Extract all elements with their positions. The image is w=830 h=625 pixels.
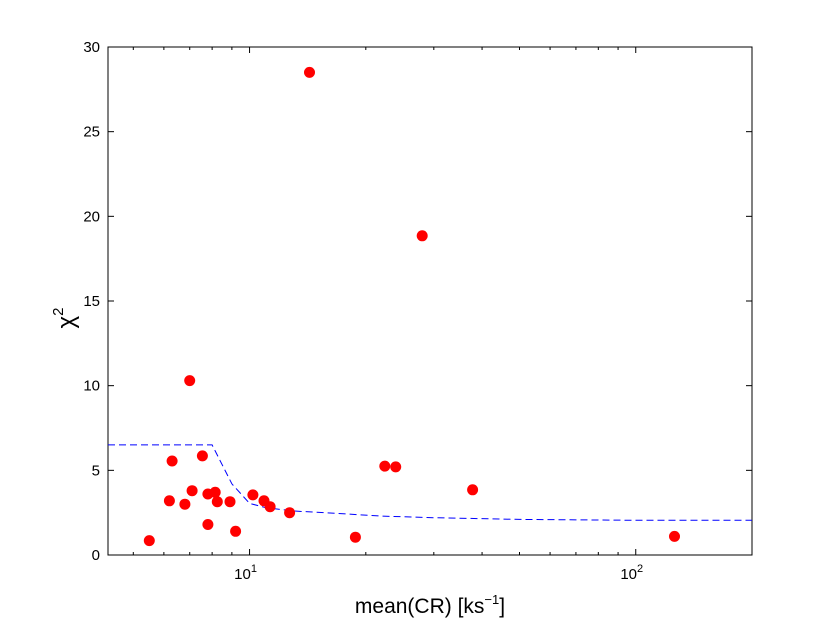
- data-point: [202, 519, 214, 530]
- y-tick-label: 20: [83, 208, 100, 225]
- data-point: [179, 498, 191, 510]
- data-point: [211, 496, 223, 508]
- y-tick-label: 30: [83, 39, 100, 56]
- axes-box: [107, 46, 753, 556]
- y-axis-label-exponent: 2: [50, 308, 67, 316]
- plot-area: [107, 46, 753, 556]
- data-point: [184, 375, 196, 387]
- data-point: [349, 531, 361, 543]
- data-point: [416, 230, 428, 242]
- data-point: [304, 66, 315, 78]
- y-tick-labels: 0 5 10 15 20 25 30: [83, 39, 100, 564]
- data-point: [230, 525, 242, 537]
- x-axis-label-exponent: −1: [484, 592, 499, 607]
- data-point: [467, 484, 479, 496]
- x-tick-label: 101: [234, 563, 257, 583]
- threshold-line: [108, 444, 752, 521]
- x-axis-label: mean(CR) [ks−1]: [355, 592, 505, 618]
- data-point: [224, 496, 236, 508]
- data-point: [264, 501, 276, 513]
- y-tick-label: 25: [83, 124, 100, 141]
- y-tick-label: 10: [83, 378, 100, 395]
- x-axis-label-close: ]: [499, 595, 505, 618]
- y-tick-label: 0: [92, 547, 100, 564]
- threshold-line-group: [108, 444, 752, 521]
- data-point: [209, 486, 221, 498]
- data-point: [390, 461, 402, 473]
- data-point: [186, 485, 198, 497]
- y-axis-label: χ2: [50, 308, 80, 329]
- axis-ticks: [108, 46, 753, 556]
- data-point: [143, 535, 155, 547]
- y-tick-label: 5: [92, 462, 100, 479]
- data-point: [247, 489, 259, 501]
- data-point: [163, 495, 175, 507]
- x-axis-label-text: mean(CR) [ks: [355, 595, 485, 618]
- data-point: [669, 530, 680, 542]
- data-point: [284, 507, 296, 519]
- data-point: [379, 460, 391, 472]
- data-point: [196, 450, 208, 462]
- scatter-points: [143, 66, 680, 547]
- data-point: [166, 455, 178, 467]
- x-tick-labels: 101 102: [234, 563, 643, 583]
- x-tick-label: 102: [620, 563, 643, 583]
- y-tick-label: 15: [83, 293, 100, 310]
- y-axis-label-text: χ: [53, 315, 80, 328]
